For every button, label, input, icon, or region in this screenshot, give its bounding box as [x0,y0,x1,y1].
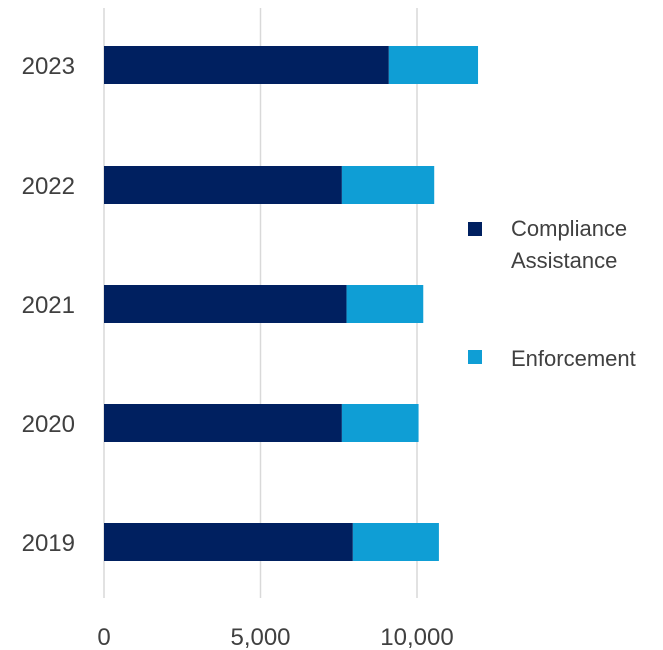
x-tick-label-2: 10,000 [380,624,453,650]
legend-swatch-compliance-assistance [468,222,482,236]
x-axis-tick-labels: 0 5,000 10,000 [97,624,453,650]
bar-enforcement-2021 [346,285,424,323]
x-tick-label-0: 0 [97,624,110,650]
bars [104,46,479,561]
y-tick-label-2020: 2020 [22,411,75,438]
bar-enforcement-2020 [341,404,419,442]
legend-label-compliance-assistance: Compliance Assistance [511,216,633,273]
x-tick-label-1: 5,000 [230,624,290,650]
legend-label-enforcement: Enforcement [511,346,636,371]
bar-compliance-assistance-2019 [104,523,353,561]
y-tick-label-2023: 2023 [22,53,75,80]
y-tick-label-2022: 2022 [22,173,75,200]
bar-compliance-assistance-2021 [104,285,347,323]
bar-compliance-assistance-2023 [104,46,389,84]
legend-swatch-enforcement [468,350,482,364]
y-axis-tick-labels: 2023 2022 2021 2020 2019 [22,53,75,557]
y-tick-label-2021: 2021 [22,292,75,319]
legend: Compliance Assistance Enforcement [468,216,636,371]
bar-enforcement-2019 [352,523,439,561]
bar-enforcement-2023 [388,46,479,84]
bar-compliance-assistance-2020 [104,404,342,442]
bar-enforcement-2022 [341,166,435,204]
y-tick-label-2019: 2019 [22,530,75,557]
bar-compliance-assistance-2022 [104,166,342,204]
